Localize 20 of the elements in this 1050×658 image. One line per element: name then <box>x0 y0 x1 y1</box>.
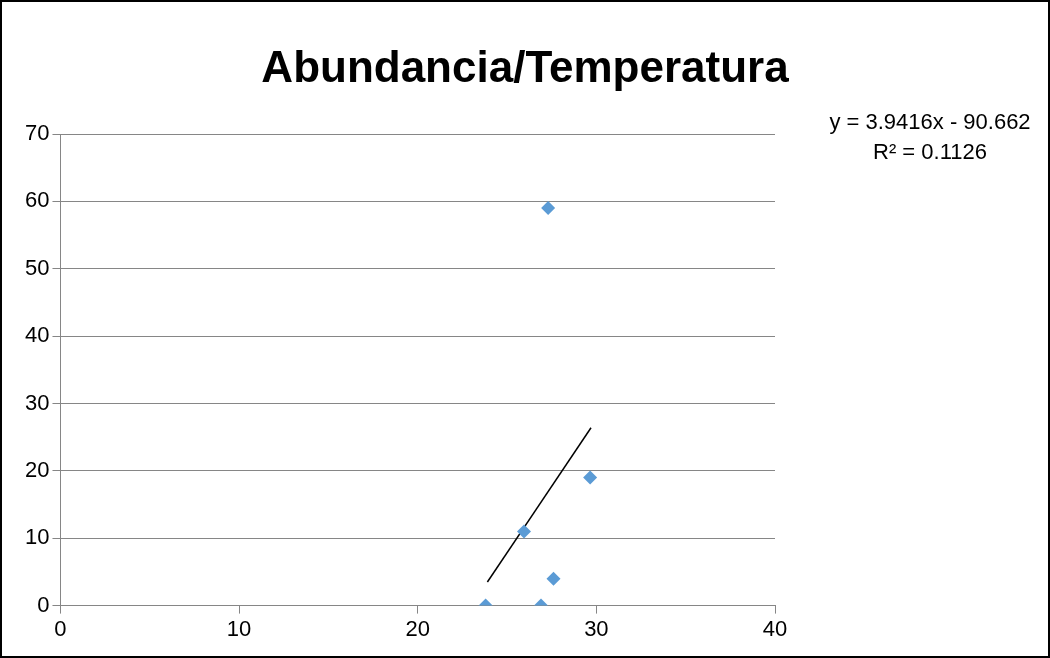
x-tick-label: 30 <box>584 615 609 641</box>
point <box>517 524 532 539</box>
y-tick-label: 10 <box>24 524 50 550</box>
point <box>583 470 598 485</box>
y-tick-label: 50 <box>24 254 50 280</box>
x-tick-label: 0 <box>54 615 67 641</box>
text: R² = 0.1126 <box>873 139 987 165</box>
text: y = 3.9416x - 90.662 <box>829 109 1031 135</box>
y-tick-label: 30 <box>24 389 50 415</box>
x-tick-label: 20 <box>405 615 430 641</box>
y-tick-label: 60 <box>24 187 50 213</box>
y-tick-label: 20 <box>24 456 50 482</box>
y-tick-label: 70 <box>24 120 50 146</box>
y-tick-label: 40 <box>24 322 50 348</box>
x-tick-label: 40 <box>762 615 788 641</box>
chart-title: Abundancia/Temperatura <box>261 42 790 92</box>
x-tick-label: 10 <box>226 615 252 641</box>
point <box>546 571 561 586</box>
point <box>541 201 556 216</box>
y-tick-label: 0 <box>37 591 50 617</box>
